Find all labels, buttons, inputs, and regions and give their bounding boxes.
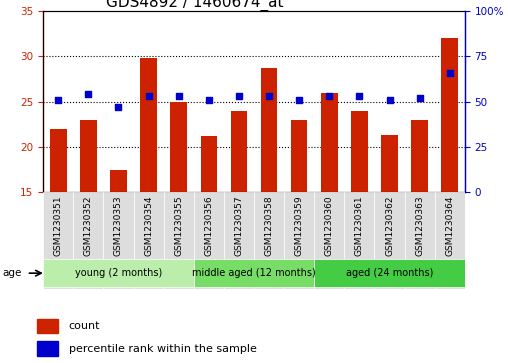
Point (355, 93, 363, 99)
Text: young (2 months): young (2 months) (75, 268, 162, 278)
FancyBboxPatch shape (374, 192, 404, 289)
Bar (291, 120, 307, 192)
Text: GSM1230364: GSM1230364 (445, 195, 454, 256)
Text: age: age (3, 268, 22, 278)
Text: GSM1230359: GSM1230359 (295, 195, 304, 256)
Text: GSM1230363: GSM1230363 (415, 195, 424, 256)
Bar (140, 58, 157, 192)
Point (235, 93, 243, 99)
FancyBboxPatch shape (314, 259, 465, 287)
Point (265, 93, 273, 99)
Bar (37, 319, 58, 333)
FancyBboxPatch shape (344, 192, 374, 289)
Text: count: count (69, 321, 100, 331)
Text: GSM1230351: GSM1230351 (54, 195, 63, 256)
Text: GDS4892 / 1460674_at: GDS4892 / 1460674_at (106, 0, 284, 11)
Text: GSM1230352: GSM1230352 (84, 195, 93, 256)
Bar (261, 68, 277, 192)
Text: GSM1230353: GSM1230353 (114, 195, 123, 256)
Point (295, 97, 303, 103)
Point (114, 104, 122, 110)
FancyBboxPatch shape (134, 192, 164, 289)
Point (175, 93, 183, 99)
Point (54, 97, 62, 103)
Bar (50, 129, 67, 192)
FancyBboxPatch shape (104, 192, 134, 289)
FancyBboxPatch shape (435, 192, 465, 289)
FancyBboxPatch shape (73, 192, 104, 289)
Bar (441, 38, 458, 192)
Text: GSM1230354: GSM1230354 (144, 195, 153, 256)
Point (386, 97, 394, 103)
Point (205, 97, 213, 103)
Bar (37, 342, 58, 356)
Bar (231, 111, 247, 192)
FancyBboxPatch shape (43, 192, 73, 289)
Bar (321, 93, 338, 192)
Point (325, 93, 333, 99)
Point (144, 93, 152, 99)
Bar (411, 120, 428, 192)
Bar (110, 170, 127, 192)
Point (416, 95, 424, 101)
FancyBboxPatch shape (194, 259, 314, 287)
Text: GSM1230355: GSM1230355 (174, 195, 183, 256)
Text: aged (24 months): aged (24 months) (346, 268, 433, 278)
FancyBboxPatch shape (194, 192, 224, 289)
Text: GSM1230356: GSM1230356 (204, 195, 213, 256)
Text: GSM1230358: GSM1230358 (265, 195, 274, 256)
Bar (201, 136, 217, 192)
FancyBboxPatch shape (284, 192, 314, 289)
Bar (170, 102, 187, 192)
FancyBboxPatch shape (254, 192, 284, 289)
FancyBboxPatch shape (314, 192, 344, 289)
Bar (80, 120, 97, 192)
Text: GSM1230361: GSM1230361 (355, 195, 364, 256)
Bar (351, 111, 368, 192)
Text: middle aged (12 months): middle aged (12 months) (192, 268, 316, 278)
FancyBboxPatch shape (224, 192, 254, 289)
FancyBboxPatch shape (43, 259, 194, 287)
Text: GSM1230362: GSM1230362 (385, 195, 394, 256)
Text: GSM1230360: GSM1230360 (325, 195, 334, 256)
Text: GSM1230357: GSM1230357 (234, 195, 243, 256)
Bar (381, 135, 398, 192)
FancyBboxPatch shape (164, 192, 194, 289)
Point (84, 91, 92, 97)
FancyBboxPatch shape (404, 192, 435, 289)
Point (446, 70, 454, 76)
Text: percentile rank within the sample: percentile rank within the sample (69, 343, 257, 354)
